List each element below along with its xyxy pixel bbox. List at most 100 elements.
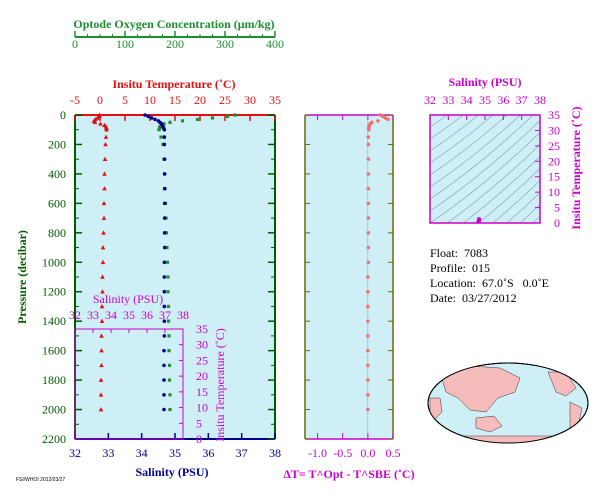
date-label: Date: 03/27/2012 xyxy=(430,291,517,305)
salinity-series xyxy=(143,113,167,412)
pressure-tick-label: 400 xyxy=(48,167,66,181)
dt-point xyxy=(376,119,380,123)
temperature-tick-label: 30 xyxy=(244,93,256,107)
inset-salinity-tick-label: 37 xyxy=(159,308,171,322)
pressure-tick-label: 1200 xyxy=(42,285,66,299)
ts-density-contour xyxy=(430,0,560,67)
dt-point xyxy=(367,127,371,132)
oxygen-point xyxy=(165,245,169,250)
temperature-point xyxy=(98,392,104,397)
salinity-point xyxy=(162,407,166,412)
ts-temperature-tick-label: 30 xyxy=(548,123,560,137)
temperature-tick-label: 15 xyxy=(169,93,181,107)
salinity-point xyxy=(143,113,147,117)
oxygen-point xyxy=(166,319,171,323)
oxygen-point xyxy=(159,135,163,139)
salinity-axis-title: Salinity (PSU) xyxy=(135,465,208,479)
world-map xyxy=(427,362,589,444)
main-plot-area xyxy=(75,115,275,439)
pressure-tick-label: 2000 xyxy=(42,403,66,417)
oxygen-point xyxy=(167,378,172,382)
temperature-series xyxy=(91,112,109,412)
temperature-point xyxy=(99,303,105,309)
dt-tick-label: 0.5 xyxy=(386,446,401,460)
ts-density-contour xyxy=(446,144,540,223)
oxygen-tick-label: 200 xyxy=(166,37,184,51)
temperature-point xyxy=(101,230,106,235)
oxygen-point xyxy=(168,407,172,412)
oxygen-point xyxy=(210,116,215,120)
temperature-tick-label: 20 xyxy=(194,93,206,107)
oxygen-axis-ticks: 0 100 200 300 400 xyxy=(72,31,284,51)
dt-tick-label: 0.0 xyxy=(360,446,375,460)
oxygen-point xyxy=(233,113,237,117)
pressure-tick-label: 1600 xyxy=(42,344,66,358)
salinity-point xyxy=(149,116,154,120)
salinity-point xyxy=(162,304,167,309)
salinity-point xyxy=(162,135,167,139)
temperature-point xyxy=(102,171,107,176)
salinity-tick-label: 35 xyxy=(169,446,181,460)
temperature-point xyxy=(99,333,104,338)
ts-density-contour xyxy=(462,156,540,223)
temperature-tick-label: 25 xyxy=(219,93,231,107)
salinity-tick-label: 37 xyxy=(236,446,248,460)
temperature-point xyxy=(104,127,109,132)
dt-point xyxy=(366,186,371,191)
inset-temperature-tick-label: 20 xyxy=(196,369,208,383)
salinity-point xyxy=(162,127,167,132)
temperature-tick-label: 10 xyxy=(144,93,156,107)
inset-salinity-tick-label: 36 xyxy=(141,308,153,322)
oxygen-point xyxy=(164,231,169,235)
temperature-tick-label: 0 xyxy=(97,93,103,107)
ts-density-contour xyxy=(430,115,508,176)
temperature-point xyxy=(99,362,104,368)
ts-salinity-tick-label: 32 xyxy=(424,93,436,107)
salinity-point xyxy=(162,260,167,265)
temperature-point xyxy=(102,186,107,191)
credit-text: FSI/WHOI 2012/03/27 xyxy=(16,477,66,483)
ts-temperature-tick-label: 10 xyxy=(548,185,560,199)
inset-temperature-tick-label: 15 xyxy=(196,385,208,399)
ts-salinity-title: Salinity (PSU) xyxy=(448,75,521,89)
temperature-point xyxy=(101,200,107,206)
ts-density-contour xyxy=(430,115,534,200)
temperature-point xyxy=(103,134,109,139)
salinity-tick-label: 38 xyxy=(269,446,281,460)
inset-temperature-tick-label: 30 xyxy=(196,338,208,352)
dt-tick-label: -1.0 xyxy=(308,446,327,460)
pressure-tick-label: 1800 xyxy=(42,373,66,387)
ts-density-contour xyxy=(430,132,540,223)
ts-density-contour xyxy=(430,0,560,7)
ts-salinity-tick-label: 34 xyxy=(461,93,473,107)
dt-series xyxy=(366,113,390,412)
pressure-tick-label: 800 xyxy=(48,226,66,240)
ts-density-contour xyxy=(430,0,560,31)
dt-point xyxy=(366,348,370,353)
ts-density-contour xyxy=(430,120,540,212)
dt-point xyxy=(366,407,370,412)
pressure-axis-title: Pressure (decibar) xyxy=(15,230,29,324)
main-plot-axes: -5 0 5 10 15 20 25 30 35020040060080010001200140… xyxy=(42,93,281,460)
dt-point xyxy=(366,304,370,309)
dt-point xyxy=(366,157,371,161)
inset-temperature-tick-label: 10 xyxy=(196,401,208,415)
dt-point xyxy=(366,142,371,147)
ts-density-contour xyxy=(478,168,540,223)
inset-temperature-tick-label: 35 xyxy=(196,322,208,336)
oxygen-point xyxy=(166,290,170,294)
oxygen-point xyxy=(225,114,230,119)
inset-salinity-tick-label: 35 xyxy=(123,308,135,322)
ts-density-contour xyxy=(430,115,464,140)
inset-salinity-tick-label: 33 xyxy=(87,308,99,322)
temperature-point xyxy=(92,119,98,125)
temperature-point xyxy=(98,407,104,412)
inset-temperature-tick-label: 0 xyxy=(196,432,202,446)
oxygen-tick-label: 100 xyxy=(116,37,134,51)
oxygen-point xyxy=(166,275,170,279)
ts-temperature-tick-label: 0 xyxy=(554,216,560,230)
inset-salinity-tick-label: 38 xyxy=(177,308,189,322)
temperature-point xyxy=(102,156,108,161)
